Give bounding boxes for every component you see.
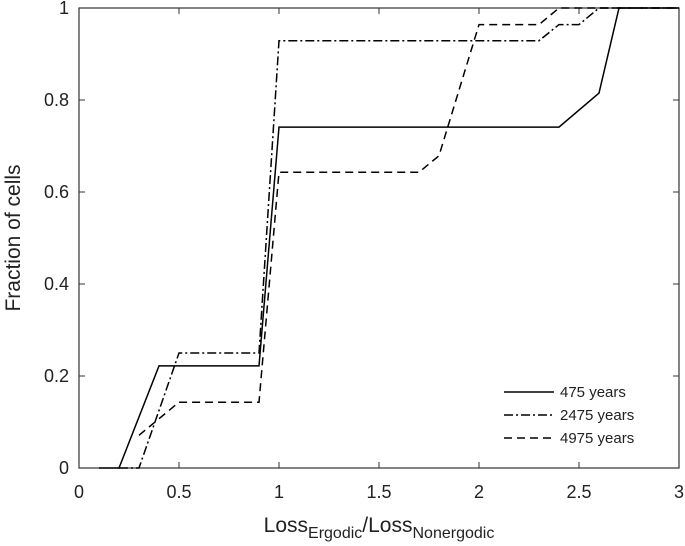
y-tick-label: 1 (59, 0, 69, 18)
x-tick-label: 0.5 (166, 482, 191, 502)
x-tick-label: 2 (474, 482, 484, 502)
series-line-2 (119, 7, 679, 469)
x-axis-title: LossErgodic/LossNonergodic (264, 514, 495, 542)
y-tick-label: 0.4 (44, 274, 69, 294)
legend-label-3: 4975 years (560, 430, 634, 447)
y-axis-ticks: 0 0.2 0.4 0.6 0.8 1 (44, 0, 679, 478)
x-axis-ticks: 0 0.5 1 1.5 2 2.5 3 (74, 8, 684, 502)
series-line-1 (99, 7, 679, 469)
x-axis-title-sub1: Ergodic (308, 525, 362, 542)
x-tick-label: 0 (74, 482, 84, 502)
series-line-3 (138, 7, 679, 436)
y-tick-label: 0.2 (44, 366, 69, 386)
legend: 475 years 2475 years 4975 years (504, 384, 634, 447)
x-axis-title-main: Loss (264, 514, 308, 537)
y-tick-label: 0.8 (44, 90, 69, 110)
x-axis-title-sub2: Nonergodic (412, 525, 494, 542)
y-tick-label: 0 (59, 458, 69, 478)
y-tick-label: 0.6 (44, 182, 69, 202)
x-axis-title-sep: /Loss (362, 514, 412, 537)
x-tick-label: 1.5 (366, 482, 391, 502)
x-tick-label: 3 (674, 482, 684, 502)
x-tick-label: 2.5 (566, 482, 591, 502)
y-axis-title: Fraction of cells (2, 164, 25, 311)
x-tick-label: 1 (274, 482, 284, 502)
legend-label-1: 475 years (560, 384, 626, 401)
legend-label-2: 2475 years (560, 407, 634, 424)
series-layer (99, 7, 679, 469)
